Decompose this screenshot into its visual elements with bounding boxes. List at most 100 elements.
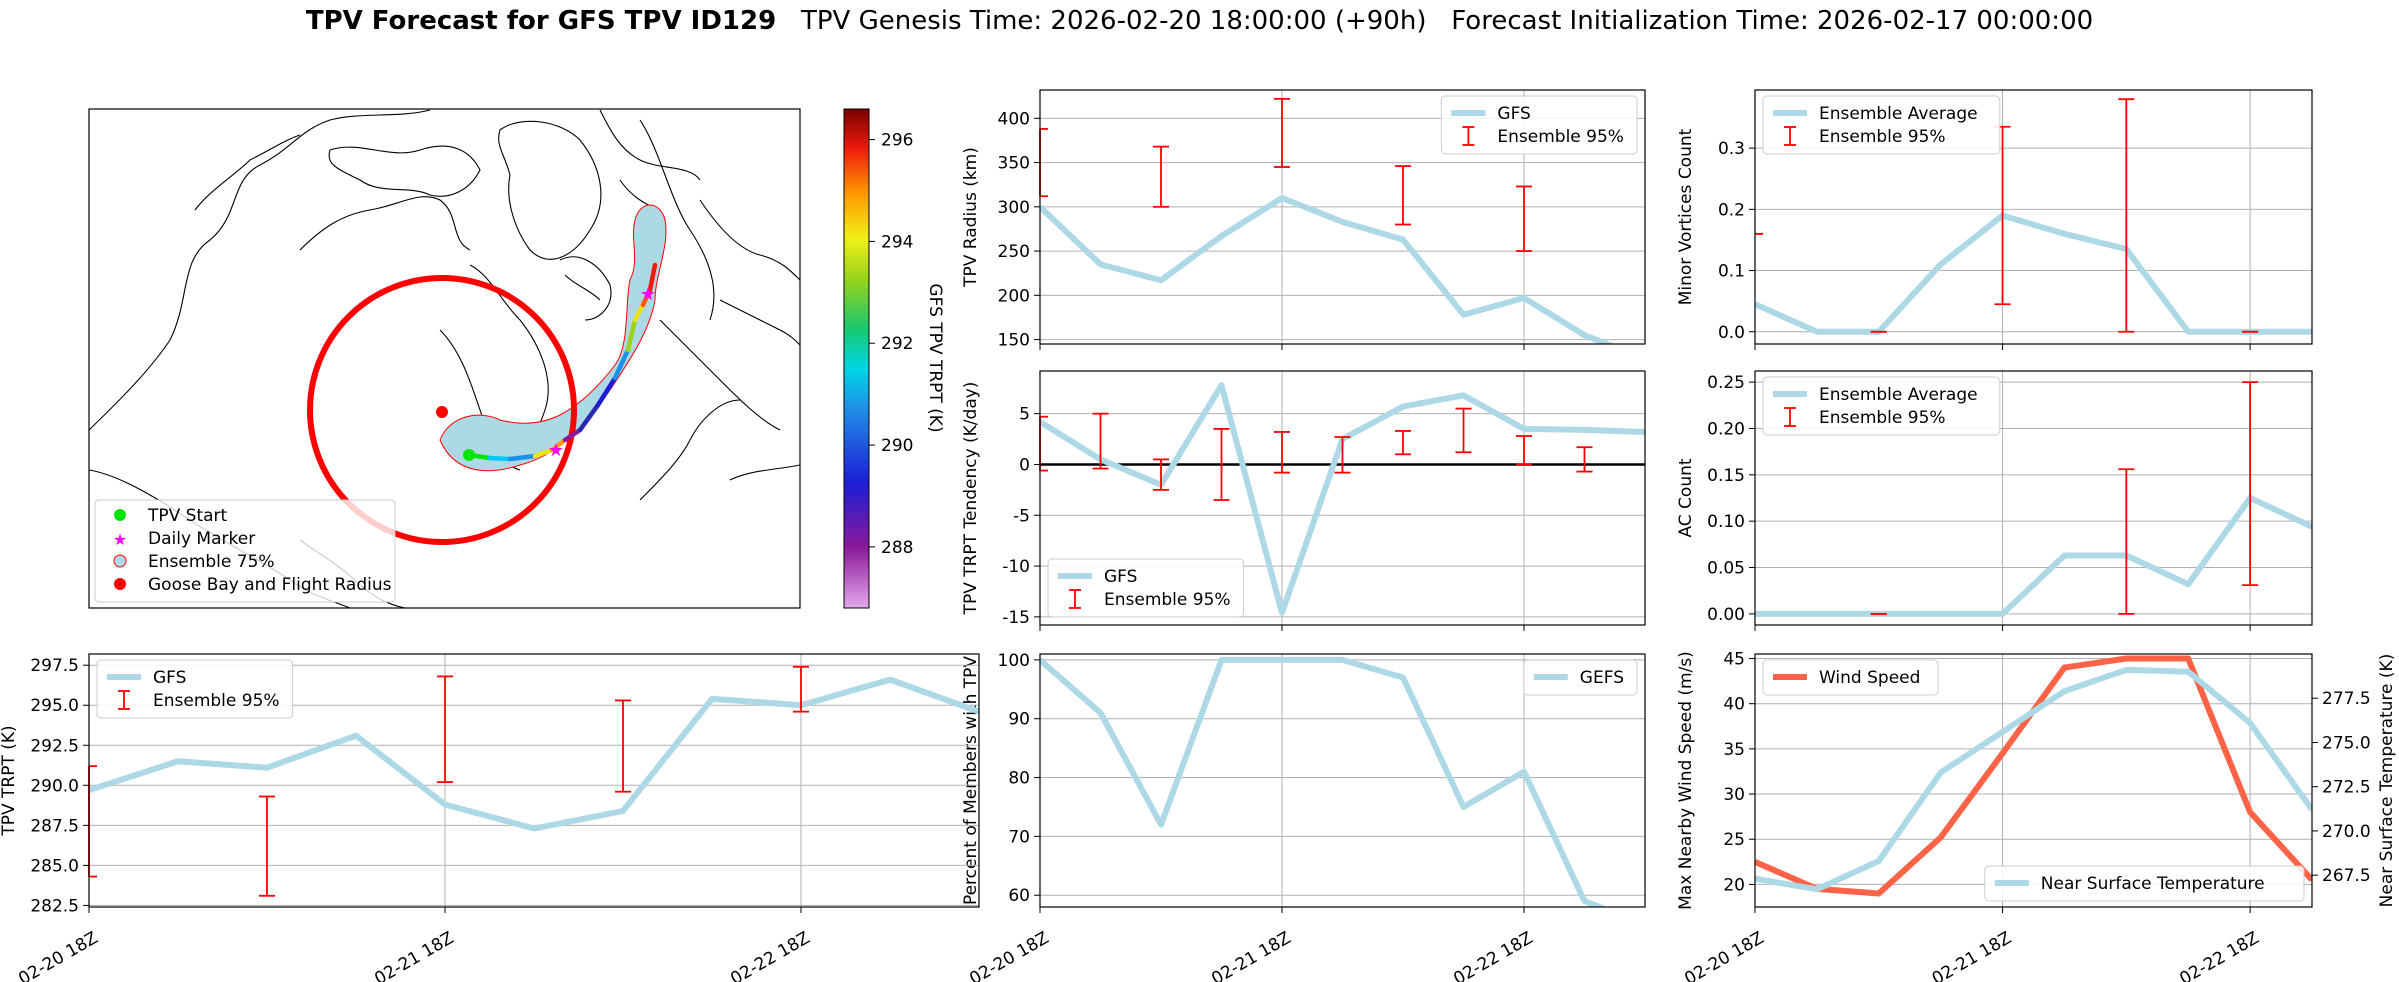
tpv-start-marker (463, 449, 475, 461)
colorbar-tick-label: 288 (881, 538, 913, 558)
y-tick-label: 0.3 (1718, 139, 1745, 159)
y-tick-label: 20 (1723, 875, 1745, 895)
y-tick-label: 250 (998, 242, 1030, 262)
y2-tick-label: 267.5 (2322, 866, 2371, 886)
y-tick-label: 30 (1723, 785, 1745, 805)
title-init: Forecast Initialization Time: 2026-02-17… (1451, 6, 2094, 36)
y-tick-label: 292.5 (30, 736, 79, 756)
axes-frame (1039, 370, 1646, 626)
y-axis-label: TPV Radius (km) (961, 147, 981, 288)
legend-daily-marker: Daily Marker (148, 529, 255, 549)
legend-label: GFS (153, 668, 186, 688)
axes-frame (1754, 653, 2313, 908)
wind_temp-chart: 20 25 30 35 40 45 02-20 18Z 02-21 18Z 02-22 18Z M… (1676, 650, 2397, 982)
legend: GFS Ensemble 95% (1047, 558, 1245, 618)
y-tick-label: 0.10 (1707, 512, 1745, 532)
y-tick-label: 200 (998, 286, 1030, 306)
y-tick-label: 0.2 (1718, 200, 1745, 220)
legend-frame (1762, 659, 1939, 696)
y-tick-label: 290.0 (30, 776, 79, 796)
goose-bay-marker (436, 406, 448, 418)
map-panel: ★ ★ TPV Start ★ Daily Marker Ensemble 75… (88, 108, 945, 609)
legend-frame (1523, 659, 1638, 696)
colorbar-tick-label: 294 (881, 232, 913, 252)
legend-frame (1984, 865, 2305, 902)
y-tick-label: 0.00 (1707, 605, 1745, 625)
axes-frame (1754, 89, 2313, 345)
y-tick-label: 80 (1008, 769, 1030, 789)
y-tick-label: 295.0 (30, 696, 79, 716)
axes-frame (1754, 370, 2313, 626)
legend-goose-bay: Goose Bay and Flight Radius (148, 575, 392, 595)
percent_members-chart: 60 70 80 90 100 02-20 18Z 02-21 18Z 02-22 18Z Pe… (961, 651, 1646, 982)
trpt_tendency-chart: -15 -10 -5 0 5 TPV TRPT Tendency (K/day) GFS En… (961, 370, 1646, 631)
legend-label: Ensemble Average (1819, 385, 1978, 405)
x-tick-label: 02-20 18Z (15, 928, 101, 982)
y-tick-label: 0.25 (1707, 373, 1745, 393)
legend-label: Near Surface Temperature (2041, 874, 2265, 894)
colorbar-tick-label: 292 (881, 334, 913, 354)
y-tick-label: 0.15 (1707, 466, 1745, 486)
y-tick-label: 150 (998, 331, 1030, 351)
colorbar-ticks: 288 290 292 294 296 (869, 131, 913, 558)
daily-marker: ★ (548, 440, 564, 461)
y-axis-label: Minor Vortices Count (1676, 128, 1696, 305)
legend-label: Ensemble 95% (1819, 408, 1946, 428)
y-tick-label: 35 (1723, 740, 1745, 760)
map-legend: TPV Start ★ Daily Marker Ensemble 75% Go… (94, 499, 396, 603)
y-tick-label: 25 (1723, 830, 1745, 850)
y-tick-label: 400 (998, 109, 1030, 129)
y-tick-label: 100 (998, 651, 1030, 671)
colorbar-label: GFS TPV TRPT (K) (925, 283, 945, 432)
lightblue-circle-icon (113, 554, 127, 568)
legend-label: Ensemble Average (1819, 104, 1978, 124)
figure-title: TPV Forecast for GFS TPV ID129 TPV Genes… (0, 6, 2399, 36)
legend: Ensemble Average Ensemble 95% (1762, 95, 2001, 155)
legend: GEFS (1523, 659, 1638, 696)
y-tick-label: 0.0 (1718, 323, 1745, 343)
legend-frame (1047, 558, 1245, 618)
y2-tick-label: 270.0 (2322, 822, 2371, 842)
daily-marker: ★ (640, 284, 656, 305)
legend-label: GFS (1104, 567, 1137, 587)
y-tick-label: 45 (1723, 650, 1745, 670)
y-tick-label: 350 (998, 154, 1030, 174)
x-tick-label: 02-22 18Z (2176, 928, 2262, 982)
y-tick-label: -5 (1013, 506, 1030, 526)
x-tick-label: 02-22 18Z (1450, 928, 1536, 982)
y-tick-label: 285.0 (30, 856, 79, 876)
y-tick-label: 300 (998, 198, 1030, 218)
y-tick-label: 5 (1019, 405, 1030, 425)
red-circle-icon (114, 578, 126, 590)
legend-label: Ensemble 95% (1819, 127, 1946, 147)
tpv_radius-chart: 150 200 250 300 350 400 TPV Radius (km) GFS Ense… (961, 89, 1646, 351)
legend-frame (1762, 376, 2001, 436)
legend-tpv-start: TPV Start (147, 506, 228, 526)
legend-label: Ensemble 95% (153, 691, 280, 711)
y-axis-label: Max Nearby Wind Speed (m/s) (1676, 651, 1696, 910)
x-tick-label: 02-22 18Z (727, 928, 813, 982)
y-tick-label: 0.1 (1718, 262, 1745, 282)
y-tick-label: 40 (1723, 695, 1745, 715)
x-tick-label: 02-21 18Z (1929, 928, 2015, 982)
title-genesis: TPV Genesis Time: 2026-02-20 18:00:00 (+… (800, 6, 1427, 36)
legend-ensemble-75: Ensemble 75% (148, 552, 275, 572)
axes-frame (88, 653, 980, 908)
ac_count-chart: 0.00 0.05 0.10 0.15 0.20 0.25 AC Count Ensemble… (1676, 370, 2313, 631)
y-tick-label: 90 (1008, 710, 1030, 730)
y-tick-label: 60 (1008, 886, 1030, 906)
colorbar (843, 108, 870, 609)
series-line-gefs (1040, 656, 1608, 907)
y2-tick-label: 272.5 (2322, 778, 2371, 798)
y-axis-label: Percent of Members with TPV (961, 656, 981, 905)
series-line-ensemble-average (1755, 495, 2312, 617)
legend-label: Ensemble 95% (1104, 590, 1231, 610)
series-line-gfs (89, 676, 979, 832)
tpv_trpt-chart: 282.5 285.0 287.5 290.0 292.5 295.0 297.5 02-20… (0, 653, 980, 982)
y-axis-label: TPV TRPT (K) (0, 725, 19, 836)
x-tick-label: 02-21 18Z (371, 928, 457, 982)
legend-label: Wind Speed (1819, 668, 1920, 688)
legend: GFS Ensemble 95% (1440, 95, 1638, 155)
y-tick-label: 70 (1008, 827, 1030, 847)
